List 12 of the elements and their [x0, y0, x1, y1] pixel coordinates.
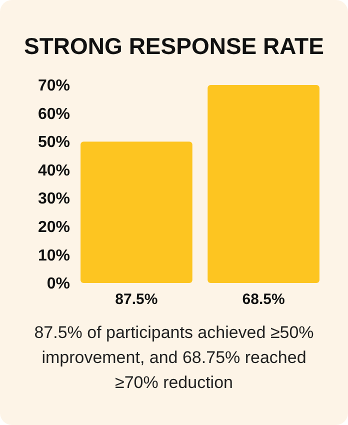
y-tick-label: 60% — [38, 106, 70, 123]
chart-title: STRONG RESPONSE RATE — [24, 33, 324, 59]
y-tick-label: 30% — [38, 190, 70, 208]
y-tick-label: 10% — [38, 247, 70, 264]
y-tick-label: 0% — [46, 276, 70, 293]
x-tick-label: 68.5% — [242, 291, 285, 308]
y-tick-label: 50% — [38, 134, 70, 152]
y-tick-label: 40% — [38, 162, 70, 180]
y-tick-label: 70% — [38, 78, 70, 95]
y-tick-label: 20% — [38, 219, 70, 236]
text: 87.5% of participants achieved ≥50% improvement, and 68.75% reached ≥70% reduction — [34, 323, 314, 392]
x-tick-label: 87.5% — [115, 291, 158, 308]
